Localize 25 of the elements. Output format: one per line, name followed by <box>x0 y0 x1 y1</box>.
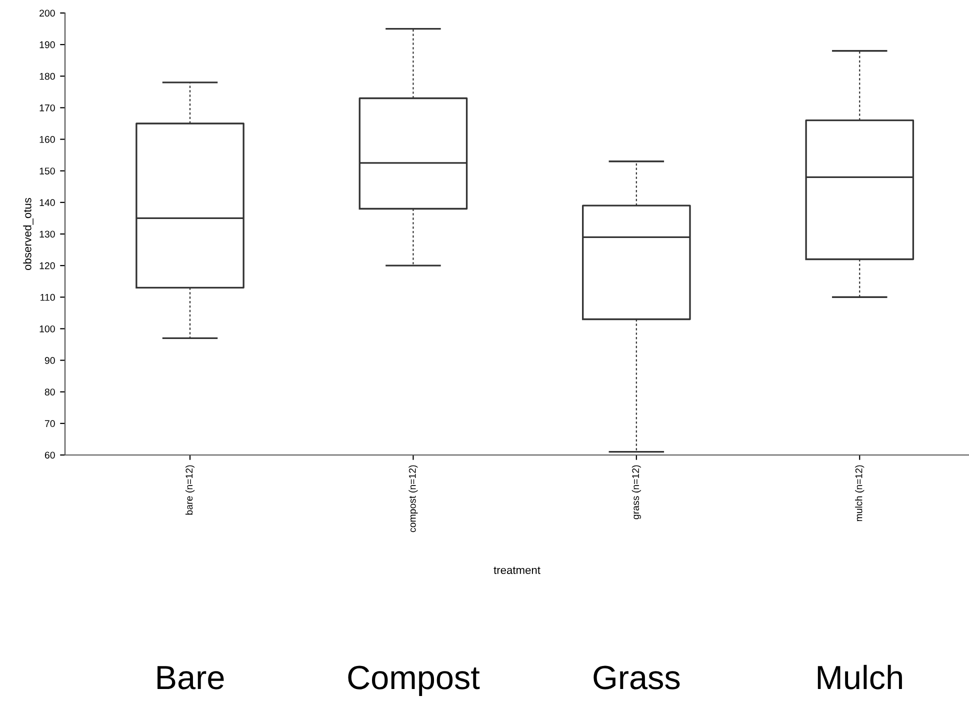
x-tick-label: grass (n=12) <box>632 465 641 520</box>
y-tick-label: 180 <box>40 72 55 80</box>
y-tick-label: 80 <box>44 388 55 396</box>
y-tick-label: 200 <box>40 10 55 17</box>
y-tick-label: 60 <box>44 452 55 459</box>
y-tick-label: 70 <box>44 420 55 428</box>
x-axis-title: treatment <box>494 566 540 574</box>
y-tick-label: 150 <box>40 168 55 174</box>
text: Grass <box>594 666 680 690</box>
x-tick-label: bare (n=12) <box>185 465 195 515</box>
y-tick-label: 170 <box>40 104 55 112</box>
y-tick-label: 100 <box>40 325 55 332</box>
y-tick-label: 110 <box>40 294 55 301</box>
y-tick-label: 90 <box>44 357 55 364</box>
y-tick-label: 120 <box>40 262 55 270</box>
y-tick-label: 160 <box>40 136 55 143</box>
text: Compost <box>348 666 480 696</box>
x-tick-label: compost (n=12) <box>408 465 418 532</box>
y-tick-label: 140 <box>40 199 55 206</box>
y-tick-label: 190 <box>40 41 55 48</box>
text: Bare <box>158 666 224 690</box>
y-tick-label: 130 <box>40 230 55 238</box>
text: Mulch <box>818 664 902 690</box>
y-axis-title: observed_otus <box>23 198 34 270</box>
x-tick-label: mulch (n=12) <box>855 465 864 522</box>
